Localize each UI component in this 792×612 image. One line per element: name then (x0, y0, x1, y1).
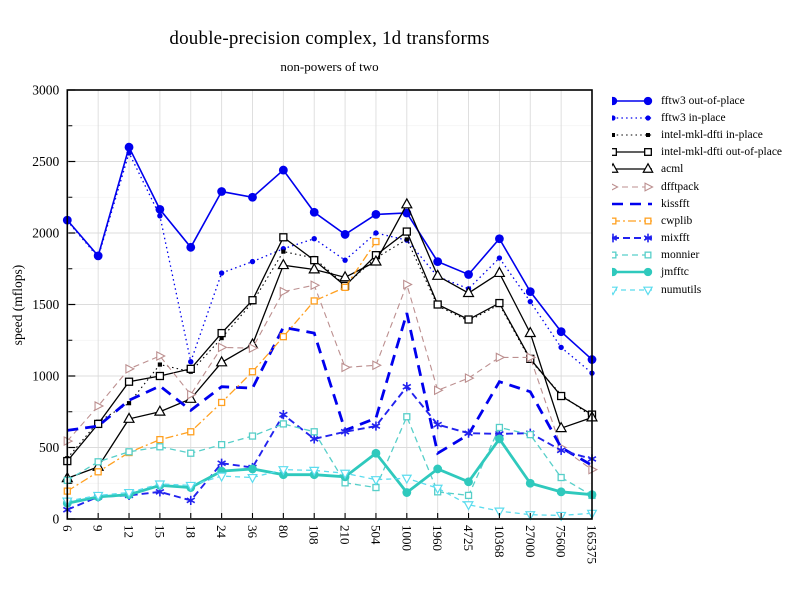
legend-label: cwplib (661, 214, 693, 227)
legend-label: dfftpack (661, 180, 700, 193)
y-tick-label: 3000 (32, 83, 59, 98)
axes: 0 500 1000 1500 2000 2500 3000 6 9 12 15 18 24 36 80 10… (32, 83, 599, 565)
legend-sample-fftw3-out-of-place (612, 96, 653, 105)
series-fftw3-in-place (64, 150, 595, 376)
series-intel-mkl-dfti-in-place (65, 237, 595, 461)
x-tick-label: 1000 (399, 525, 414, 551)
legend-label: acml (661, 163, 684, 176)
legend-sample-cwplib (612, 217, 652, 225)
legend-sample-dfftpack (612, 181, 654, 192)
x-tick-label: 36 (245, 525, 260, 539)
legend-sample-fftw3-in-place (612, 115, 652, 121)
legend-item-kissfft: kissfft (612, 195, 790, 212)
legend-label: mixfft (661, 232, 690, 245)
series-acml (61, 197, 598, 483)
legend-sample-intel-mkl-dfti-in-place (612, 132, 652, 137)
x-tick-label: 27000 (523, 525, 538, 558)
legend-item-intel-mkl-dfti-in-place: intel-mkl-dfti in-place (612, 126, 790, 143)
series-monnier (63, 413, 596, 500)
chart-subtitle: non-powers of two (280, 59, 379, 74)
legend-item-mixfft: mixfft (612, 230, 790, 247)
series-fftw3-out-of-place (62, 142, 597, 364)
x-tick-label: 15 (152, 525, 167, 538)
legend-sample-acml (612, 162, 654, 174)
x-tick-label: 75600 (554, 525, 569, 558)
x-tick-label: 1960 (430, 525, 445, 551)
y-tick-label: 1000 (32, 369, 59, 384)
legend-item-numutils: numutils (612, 281, 790, 298)
legend-item-cwplib: cwplib (612, 212, 790, 229)
y-tick-label: 0 (53, 512, 60, 527)
y-tick-label: 2000 (32, 226, 59, 241)
series-mixfft (62, 382, 597, 515)
legend-sample-jmfftc (612, 268, 653, 277)
y-tick-label: 500 (39, 440, 60, 455)
x-tick-label: 24 (214, 525, 229, 539)
legend-item-dfftpack: dfftpack (612, 178, 790, 195)
x-tick-label: 12 (122, 525, 137, 538)
legend-sample-monnier (612, 251, 652, 259)
legend-item-fftw3-out-of-place: fftw3 out-of-place (612, 92, 790, 109)
series-jmfftc (62, 434, 597, 508)
legend-sample-mixfft (612, 233, 653, 243)
legend-item-fftw3-in-place: fftw3 in-place (612, 109, 790, 126)
legend-item-monnier: monnier (612, 247, 790, 264)
x-tick-label: 18 (183, 525, 198, 538)
chart-title: double-precision complex, 1d transforms (169, 28, 490, 49)
series-dfftpack (63, 279, 599, 475)
legend-item-acml: acml (612, 161, 790, 178)
legend-label: numutils (661, 283, 702, 296)
y-tick-label: 1500 (32, 297, 59, 312)
x-tick-label: 165375 (585, 525, 600, 564)
series-kissfft (67, 312, 593, 467)
x-tick-label: 504 (368, 525, 383, 545)
x-tick-label: 10368 (492, 525, 507, 558)
x-tick-label: 6 (60, 525, 75, 532)
legend-item-jmfftc: jmfftc (612, 264, 790, 281)
y-tick-label: 2500 (32, 154, 59, 169)
legend-item-intel-mkl-dfti-out-of-place: intel-mkl-dfti out-of-place (612, 144, 790, 161)
legend-label: intel-mkl-dfti out-of-place (661, 146, 783, 159)
legend-label: fftw3 out-of-place (661, 94, 745, 107)
legend-sample-numutils (612, 286, 654, 296)
chart-legend: fftw3 out-of-place fftw3 in-place intel-mk… (612, 92, 790, 298)
x-tick-label: 9 (91, 525, 106, 532)
gridlines (67, 90, 592, 519)
legend-label: monnier (661, 249, 700, 262)
legend-sample-intel-mkl-dfti-out-of-place (612, 148, 652, 157)
legend-label: fftw3 in-place (661, 111, 726, 124)
x-tick-label: 4725 (461, 525, 476, 551)
series-intel-mkl-dfti-out-of-place (63, 227, 597, 466)
x-tick-label: 80 (276, 525, 291, 538)
legend-label: intel-mkl-dfti in-place (661, 128, 763, 141)
legend-label: kissfft (661, 197, 690, 210)
legend-label: jmfftc (661, 266, 689, 279)
legend-sample-kissfft (612, 202, 652, 206)
x-tick-label: 210 (338, 525, 353, 545)
x-tick-label: 108 (307, 525, 322, 545)
